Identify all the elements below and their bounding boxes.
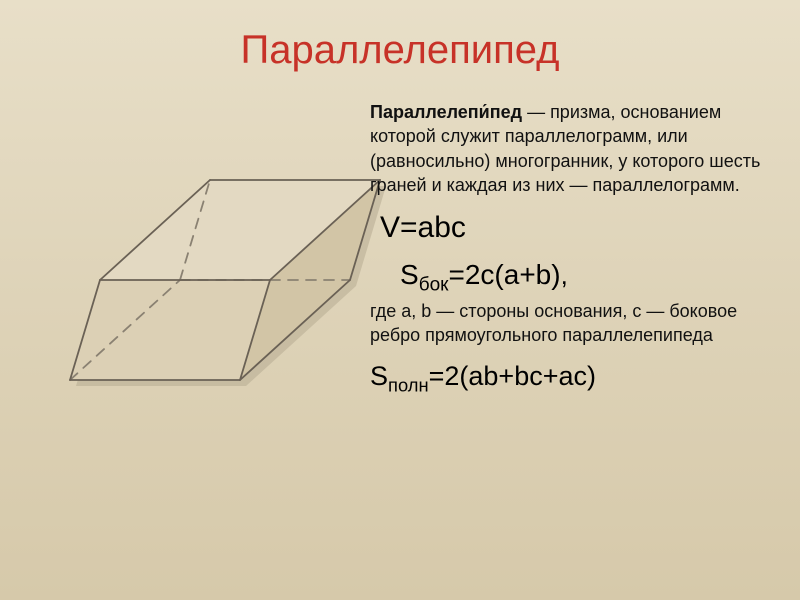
- slide-title: Параллелепипед: [0, 0, 800, 73]
- formula-spoln: Sполн=2(ab+bc+ac): [370, 361, 770, 396]
- definition-text: Параллелепи́пед — призма, основанием кот…: [370, 100, 770, 197]
- text-content: Параллелепи́пед — призма, основанием кот…: [370, 100, 770, 397]
- definition-term: Параллелепи́пед: [370, 102, 522, 122]
- sbok-note: где a, b — стороны основания, c — боково…: [370, 299, 770, 348]
- formula-sbok: Sбок=2c(a+b),: [400, 259, 770, 297]
- formula-volume: V=abc: [380, 211, 770, 245]
- parallelepiped-figure: [30, 120, 370, 420]
